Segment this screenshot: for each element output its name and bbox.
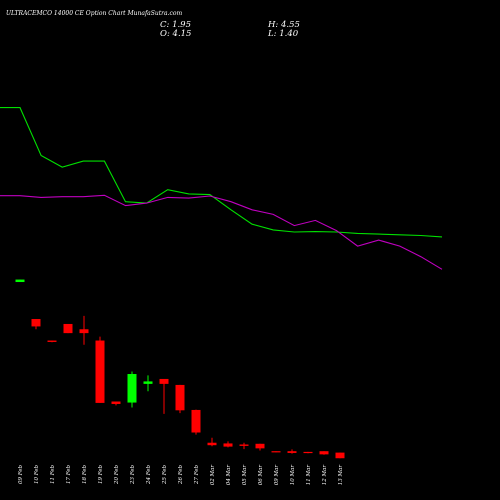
x-tick-label: 27 Feb [194,465,200,486]
x-tick-label: 18 Feb [82,465,88,485]
open-value: O: 4.15 [160,29,192,39]
x-tick-label: 09 Feb [18,465,24,485]
candle-body [207,442,217,446]
x-tick-label: 04 Mar [226,465,232,486]
candle-body [255,443,265,449]
candle-body [287,451,297,453]
close-value: C: 1.95 [160,20,191,30]
candle-body [223,443,233,447]
ma-slow-line [0,194,443,270]
x-tick-label: 24 Feb [146,465,152,486]
x-tick-label: 11 Feb [50,465,56,485]
candle-body [175,384,185,411]
candle-body [319,451,329,455]
candle-body [111,401,121,404]
candle-body [335,452,345,459]
candle-body [159,378,169,384]
ma-fast-line [0,107,443,238]
x-tick-label: 05 Mar [242,465,248,486]
chart-title: ULTRACEMCO 14000 CE Option Chart MunafaS… [6,10,183,17]
candle-body [143,381,153,384]
candle-body [47,340,57,342]
x-tick-label: 25 Feb [162,465,168,486]
x-tick-label: 17 Feb [66,465,72,485]
high-value: H: 4.55 [268,20,300,30]
x-tick-label: 19 Feb [98,465,104,485]
x-tick-label: 10 Mar [290,465,296,486]
x-tick-label: 13 Mar [338,465,344,486]
candle-body [239,444,249,446]
candle-body [31,319,41,327]
x-tick-label: 09 Mar [274,465,280,486]
x-tick-label: 11 Mar [306,465,312,486]
x-tick-label: 10 Feb [34,465,40,485]
x-tick-label: 02 Mar [210,465,216,486]
candle-body [303,451,313,454]
candle-body [63,323,73,334]
candle-body [271,451,281,453]
x-tick-label: 20 Feb [114,465,120,486]
candle-body [191,409,201,433]
candle-body [79,329,89,334]
x-tick-label: 06 Mar [258,465,264,486]
low-value: L: 1.40 [268,29,299,39]
candle-body [95,340,105,403]
candle-body [127,374,137,403]
x-tick-label: 23 Feb [130,465,136,486]
x-tick-label: 26 Feb [178,465,184,486]
x-tick-label: 12 Mar [322,465,328,486]
candle-body [15,279,25,283]
